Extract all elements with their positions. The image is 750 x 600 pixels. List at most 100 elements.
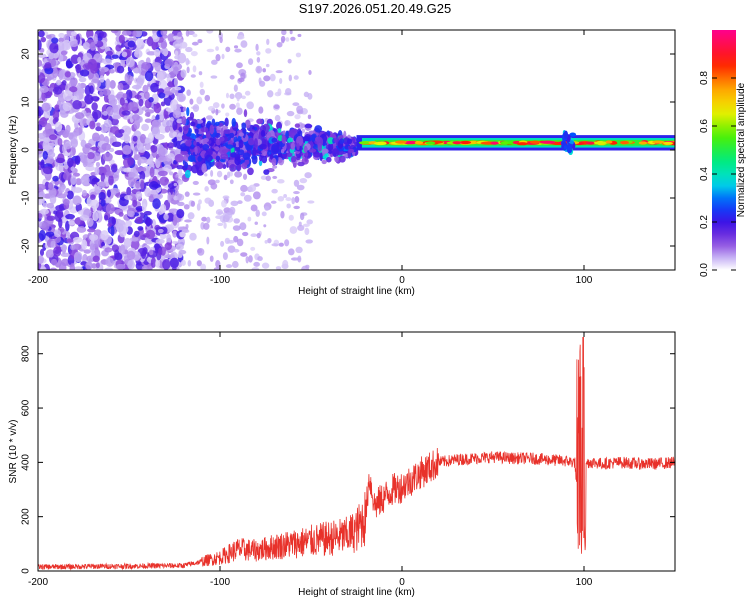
noise-blob (124, 73, 129, 83)
noise-blob (192, 65, 197, 73)
noise-blob (144, 187, 152, 197)
noise-blob (132, 30, 137, 37)
carrier-peak (663, 141, 673, 145)
noise-blob (38, 68, 41, 76)
noise-blob (176, 103, 180, 112)
noise-blob (209, 255, 214, 262)
noise-blob (105, 170, 115, 177)
noise-blob (96, 122, 101, 127)
noise-blob (92, 255, 100, 263)
noise-blob (191, 41, 199, 46)
noise-blob (206, 48, 215, 53)
noise-blob (159, 176, 169, 186)
noise-blob (141, 265, 149, 270)
noise-blob (129, 112, 135, 123)
noise-blob (117, 82, 124, 91)
noise-blob (229, 74, 235, 80)
noise-blob (285, 197, 292, 202)
noise-blob (126, 210, 135, 217)
noise-blob (222, 195, 230, 200)
noise-blob (237, 200, 243, 205)
noise-blob (154, 134, 165, 140)
colorbar-tick-label: 0.0 (699, 263, 710, 277)
noise-blob (77, 56, 82, 64)
carrier-peak (502, 141, 509, 145)
transition-blob (333, 138, 338, 143)
noise-blob (158, 92, 166, 99)
noise-blob (236, 238, 244, 247)
carrier-peak (516, 142, 529, 146)
noise-blob (105, 78, 111, 90)
transition-blob (286, 142, 291, 152)
transition-blob (328, 142, 334, 152)
noise-blob (58, 262, 67, 270)
noise-blob (295, 246, 303, 254)
noise-blob (69, 79, 77, 88)
noise-blob (120, 125, 131, 136)
noise-blob (47, 151, 56, 158)
noise-blob (176, 208, 185, 219)
noise-blob (163, 109, 169, 120)
noise-blob (89, 85, 94, 95)
noise-blob (179, 231, 186, 238)
noise-blob (44, 62, 52, 69)
x-tick-label: 100 (576, 275, 593, 286)
transition-blob (184, 161, 189, 169)
noise-blob (90, 199, 100, 210)
noise-blob (106, 50, 113, 56)
noise-blob (151, 119, 162, 128)
noise-blob (81, 239, 88, 250)
transition-blob (201, 163, 207, 174)
noise-blob (58, 32, 65, 38)
noise-blob (84, 94, 94, 105)
noise-blob (135, 167, 145, 173)
y-tick-label: 400 (21, 454, 32, 471)
noise-blob (137, 60, 142, 69)
noise-blob (64, 71, 71, 78)
noise-blob (127, 40, 136, 48)
carrier-peak (358, 141, 373, 145)
noise-blob (91, 109, 102, 120)
transition-blob (181, 115, 187, 126)
noise-blob (132, 135, 138, 142)
noise-blob (110, 164, 118, 173)
noise-blob (70, 175, 77, 186)
noise-blob (144, 137, 150, 144)
chart-title: S197.2026.051.20.49.G25 (298, 1, 452, 16)
noise-blob (221, 199, 227, 208)
noise-blob (115, 93, 124, 99)
noise-blob (93, 53, 103, 62)
noise-blob (47, 249, 54, 258)
noise-blob (293, 205, 300, 210)
noise-blob (101, 143, 111, 151)
noise-blob (235, 102, 240, 109)
noise-blob (127, 156, 135, 166)
noise-blob (174, 43, 181, 47)
noise-blob (100, 31, 107, 38)
noise-blob (68, 220, 76, 226)
noise-blob (100, 199, 106, 207)
noise-blob (289, 226, 298, 234)
noise-blob (177, 31, 183, 38)
noise-blob (270, 200, 277, 204)
noise-blob (58, 217, 63, 229)
noise-blob (229, 179, 234, 185)
noise-blob (163, 164, 172, 173)
noise-blob (104, 214, 109, 221)
noise-blob (103, 94, 110, 103)
noise-blob (143, 91, 150, 100)
noise-blob (285, 37, 290, 42)
noise-blob (166, 233, 172, 244)
noise-blob (69, 86, 78, 93)
transition-blob (277, 127, 282, 134)
noise-blob (66, 238, 74, 243)
noise-blob (42, 150, 48, 160)
noise-blob (54, 121, 63, 132)
noise-blob (134, 180, 141, 189)
noise-blob (283, 194, 288, 198)
noise-blob (89, 243, 96, 251)
transition-blob (205, 160, 212, 170)
noise-blob (292, 102, 300, 107)
noise-blob (108, 68, 115, 74)
noise-blob (109, 80, 116, 89)
